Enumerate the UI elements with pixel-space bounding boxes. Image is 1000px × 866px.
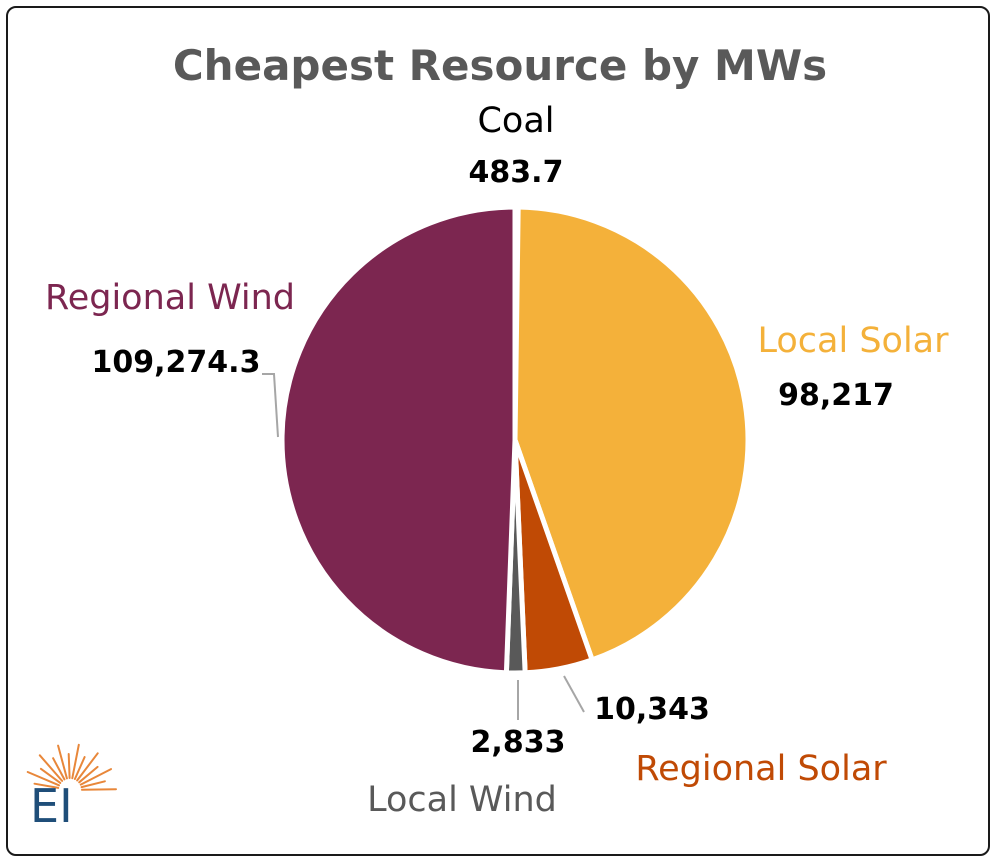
slice-label-local-wind: Local Wind [367,780,557,820]
sun-ray [38,754,64,782]
slice-label-regional-solar: Regional Solar [635,749,887,789]
slice-value-regional-solar: 10,343 [594,692,710,727]
sun-ray [71,743,80,780]
logo-text: EI [30,779,73,833]
sunburst-icon [26,743,117,791]
ei-logo: EI [26,743,117,833]
sun-ray [52,757,66,781]
sun-ray [73,756,86,780]
slice-value-regional-wind: 109,274.3 [92,345,261,380]
sun-ray [26,771,60,787]
sun-ray [57,744,68,780]
slice-value-local-solar: 98,217 [778,378,894,413]
sun-ray [39,767,62,784]
sun-ray [33,782,60,789]
leader-line-regional-solar [563,675,585,713]
leader-lines [262,373,585,720]
sun-ray [81,788,117,791]
slice-value-coal: 483.7 [469,155,564,190]
sun-ray [79,768,112,786]
sun-ray [67,753,71,779]
chart-title: Cheapest Resource by MWs [173,41,827,90]
slice-label-coal: Coal [477,101,554,141]
slice-label-regional-wind: Regional Wind [45,278,295,318]
pie-slice-local-solar [512,204,751,663]
sun-ray [76,752,99,782]
slice-value-local-wind: 2,833 [471,725,566,760]
leader-line-regional-wind [262,373,279,438]
sun-ray [80,780,106,789]
pie-slice-regional-wind [279,204,518,676]
slice-label-local-solar: Local Solar [757,321,949,361]
pie-slices [279,204,751,676]
sun-ray [78,765,99,784]
